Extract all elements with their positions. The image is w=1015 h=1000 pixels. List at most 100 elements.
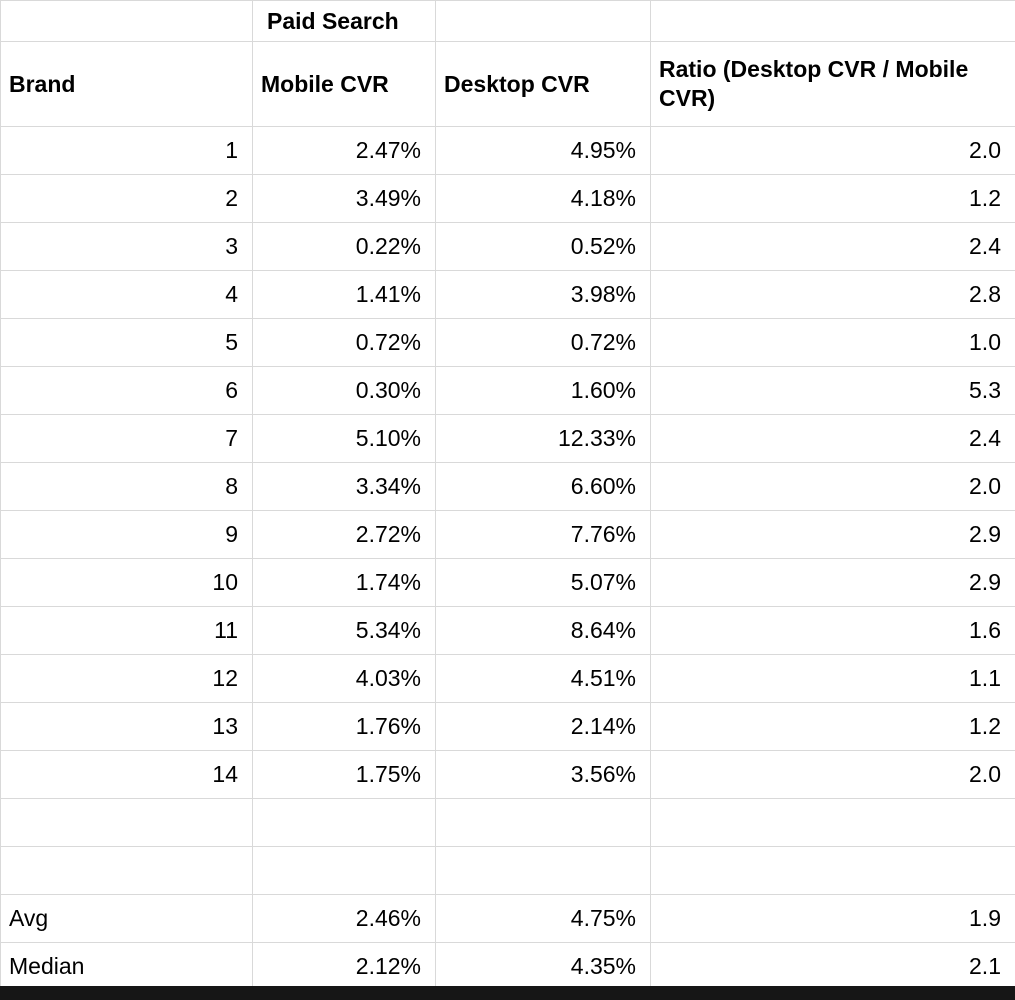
empty-cell[interactable] bbox=[435, 0, 651, 42]
cell-col0[interactable]: 14 bbox=[0, 750, 253, 799]
summary-cell-col2[interactable]: 4.35% bbox=[435, 942, 651, 991]
summary-cell-col1[interactable]: 2.46% bbox=[252, 894, 436, 943]
summary-cell-col3[interactable]: 1.9 bbox=[650, 894, 1015, 943]
group-header-paid-search[interactable]: Paid Search bbox=[252, 0, 436, 42]
data-row: 2 3.49% 4.18% 1.2 bbox=[0, 174, 1015, 223]
cell-col0[interactable]: 12 bbox=[0, 654, 253, 703]
summary-row: Avg 2.46% 4.75% 1.9 bbox=[0, 894, 1015, 943]
cell-col1[interactable]: 2.72% bbox=[252, 510, 436, 559]
cell-col0[interactable]: 8 bbox=[0, 462, 253, 511]
cell-col3[interactable]: 2.0 bbox=[650, 126, 1015, 175]
cell-col1[interactable]: 2.47% bbox=[252, 126, 436, 175]
summary-cell-col0[interactable]: Avg bbox=[0, 894, 253, 943]
cell-col1[interactable]: 4.03% bbox=[252, 654, 436, 703]
data-row: 6 0.30% 1.60% 5.3 bbox=[0, 366, 1015, 415]
empty-cell-col0[interactable] bbox=[0, 798, 253, 847]
cell-col0[interactable]: 5 bbox=[0, 318, 253, 367]
empty-cell-col3[interactable] bbox=[650, 798, 1015, 847]
summary-cell-col3[interactable]: 2.1 bbox=[650, 942, 1015, 991]
cell-col1[interactable]: 1.75% bbox=[252, 750, 436, 799]
cell-col1[interactable]: 1.74% bbox=[252, 558, 436, 607]
cell-col1[interactable]: 5.34% bbox=[252, 606, 436, 655]
cell-col3[interactable]: 1.2 bbox=[650, 702, 1015, 751]
cell-col0[interactable]: 3 bbox=[0, 222, 253, 271]
cell-col2[interactable]: 3.56% bbox=[435, 750, 651, 799]
cell-col2[interactable]: 4.18% bbox=[435, 174, 651, 223]
data-row: 3 0.22% 0.52% 2.4 bbox=[0, 222, 1015, 271]
cell-col3[interactable]: 5.3 bbox=[650, 366, 1015, 415]
data-row: 1 2.47% 4.95% 2.0 bbox=[0, 126, 1015, 175]
cell-col1[interactable]: 1.76% bbox=[252, 702, 436, 751]
cell-col3[interactable]: 2.4 bbox=[650, 414, 1015, 463]
cell-col2[interactable]: 0.72% bbox=[435, 318, 651, 367]
cell-col0[interactable]: 1 bbox=[0, 126, 253, 175]
cell-col2[interactable]: 5.07% bbox=[435, 558, 651, 607]
cell-col2[interactable]: 2.14% bbox=[435, 702, 651, 751]
cell-col1[interactable]: 0.72% bbox=[252, 318, 436, 367]
cell-col3[interactable]: 2.0 bbox=[650, 750, 1015, 799]
empty-cell-col1[interactable] bbox=[252, 846, 436, 895]
cell-col2[interactable]: 8.64% bbox=[435, 606, 651, 655]
empty-row bbox=[0, 846, 1015, 895]
cell-col3[interactable]: 2.4 bbox=[650, 222, 1015, 271]
summary-row: Median 2.12% 4.35% 2.1 bbox=[0, 942, 1015, 991]
col-header-desktop-cvr[interactable]: Desktop CVR bbox=[435, 41, 651, 127]
cell-col0[interactable]: 9 bbox=[0, 510, 253, 559]
cell-col3[interactable]: 1.1 bbox=[650, 654, 1015, 703]
cell-col2[interactable]: 6.60% bbox=[435, 462, 651, 511]
cell-col3[interactable]: 2.9 bbox=[650, 558, 1015, 607]
cell-col3[interactable]: 2.8 bbox=[650, 270, 1015, 319]
data-row: 9 2.72% 7.76% 2.9 bbox=[0, 510, 1015, 559]
data-row: 12 4.03% 4.51% 1.1 bbox=[0, 654, 1015, 703]
col-header-mobile-cvr[interactable]: Mobile CVR bbox=[252, 41, 436, 127]
cell-col0[interactable]: 7 bbox=[0, 414, 253, 463]
data-row: 11 5.34% 8.64% 1.6 bbox=[0, 606, 1015, 655]
cell-col1[interactable]: 3.49% bbox=[252, 174, 436, 223]
cell-col0[interactable]: 11 bbox=[0, 606, 253, 655]
group-header-row: Paid Search bbox=[0, 0, 1015, 42]
data-row: 5 0.72% 0.72% 1.0 bbox=[0, 318, 1015, 367]
cell-col0[interactable]: 4 bbox=[0, 270, 253, 319]
table-body: 1 2.47% 4.95% 2.0 2 3.49% 4.18% 1.2 3 0.22% 0.52% 2… bbox=[0, 126, 1015, 991]
column-header-row: Brand Mobile CVR Desktop CVR Ratio (Desk… bbox=[0, 41, 1015, 127]
bottom-bar bbox=[0, 986, 1015, 1000]
data-row: 4 1.41% 3.98% 2.8 bbox=[0, 270, 1015, 319]
empty-cell-col1[interactable] bbox=[252, 798, 436, 847]
cell-col3[interactable]: 1.2 bbox=[650, 174, 1015, 223]
col-header-brand[interactable]: Brand bbox=[0, 41, 253, 127]
cell-col2[interactable]: 0.52% bbox=[435, 222, 651, 271]
cell-col3[interactable]: 2.0 bbox=[650, 462, 1015, 511]
cell-col2[interactable]: 1.60% bbox=[435, 366, 651, 415]
cell-col0[interactable]: 13 bbox=[0, 702, 253, 751]
cell-col1[interactable]: 5.10% bbox=[252, 414, 436, 463]
empty-cell-col2[interactable] bbox=[435, 846, 651, 895]
empty-cell-col2[interactable] bbox=[435, 798, 651, 847]
cell-col1[interactable]: 0.22% bbox=[252, 222, 436, 271]
cell-col0[interactable]: 2 bbox=[0, 174, 253, 223]
cell-col2[interactable]: 7.76% bbox=[435, 510, 651, 559]
cell-col0[interactable]: 6 bbox=[0, 366, 253, 415]
summary-cell-col2[interactable]: 4.75% bbox=[435, 894, 651, 943]
cell-col2[interactable]: 3.98% bbox=[435, 270, 651, 319]
cell-col1[interactable]: 3.34% bbox=[252, 462, 436, 511]
data-row: 14 1.75% 3.56% 2.0 bbox=[0, 750, 1015, 799]
empty-cell-col3[interactable] bbox=[650, 846, 1015, 895]
cell-col0[interactable]: 10 bbox=[0, 558, 253, 607]
data-row: 8 3.34% 6.60% 2.0 bbox=[0, 462, 1015, 511]
cell-col2[interactable]: 12.33% bbox=[435, 414, 651, 463]
cell-col3[interactable]: 2.9 bbox=[650, 510, 1015, 559]
cell-col2[interactable]: 4.95% bbox=[435, 126, 651, 175]
cell-col1[interactable]: 1.41% bbox=[252, 270, 436, 319]
empty-cell[interactable] bbox=[650, 0, 1015, 42]
cell-col3[interactable]: 1.6 bbox=[650, 606, 1015, 655]
cell-col1[interactable]: 0.30% bbox=[252, 366, 436, 415]
cell-col2[interactable]: 4.51% bbox=[435, 654, 651, 703]
empty-cell-col0[interactable] bbox=[0, 846, 253, 895]
summary-cell-col1[interactable]: 2.12% bbox=[252, 942, 436, 991]
empty-cell[interactable] bbox=[0, 0, 253, 42]
data-row: 7 5.10% 12.33% 2.4 bbox=[0, 414, 1015, 463]
col-header-ratio[interactable]: Ratio (Desktop CVR / Mobile CVR) bbox=[650, 41, 1015, 127]
summary-cell-col0[interactable]: Median bbox=[0, 942, 253, 991]
cell-col3[interactable]: 1.0 bbox=[650, 318, 1015, 367]
